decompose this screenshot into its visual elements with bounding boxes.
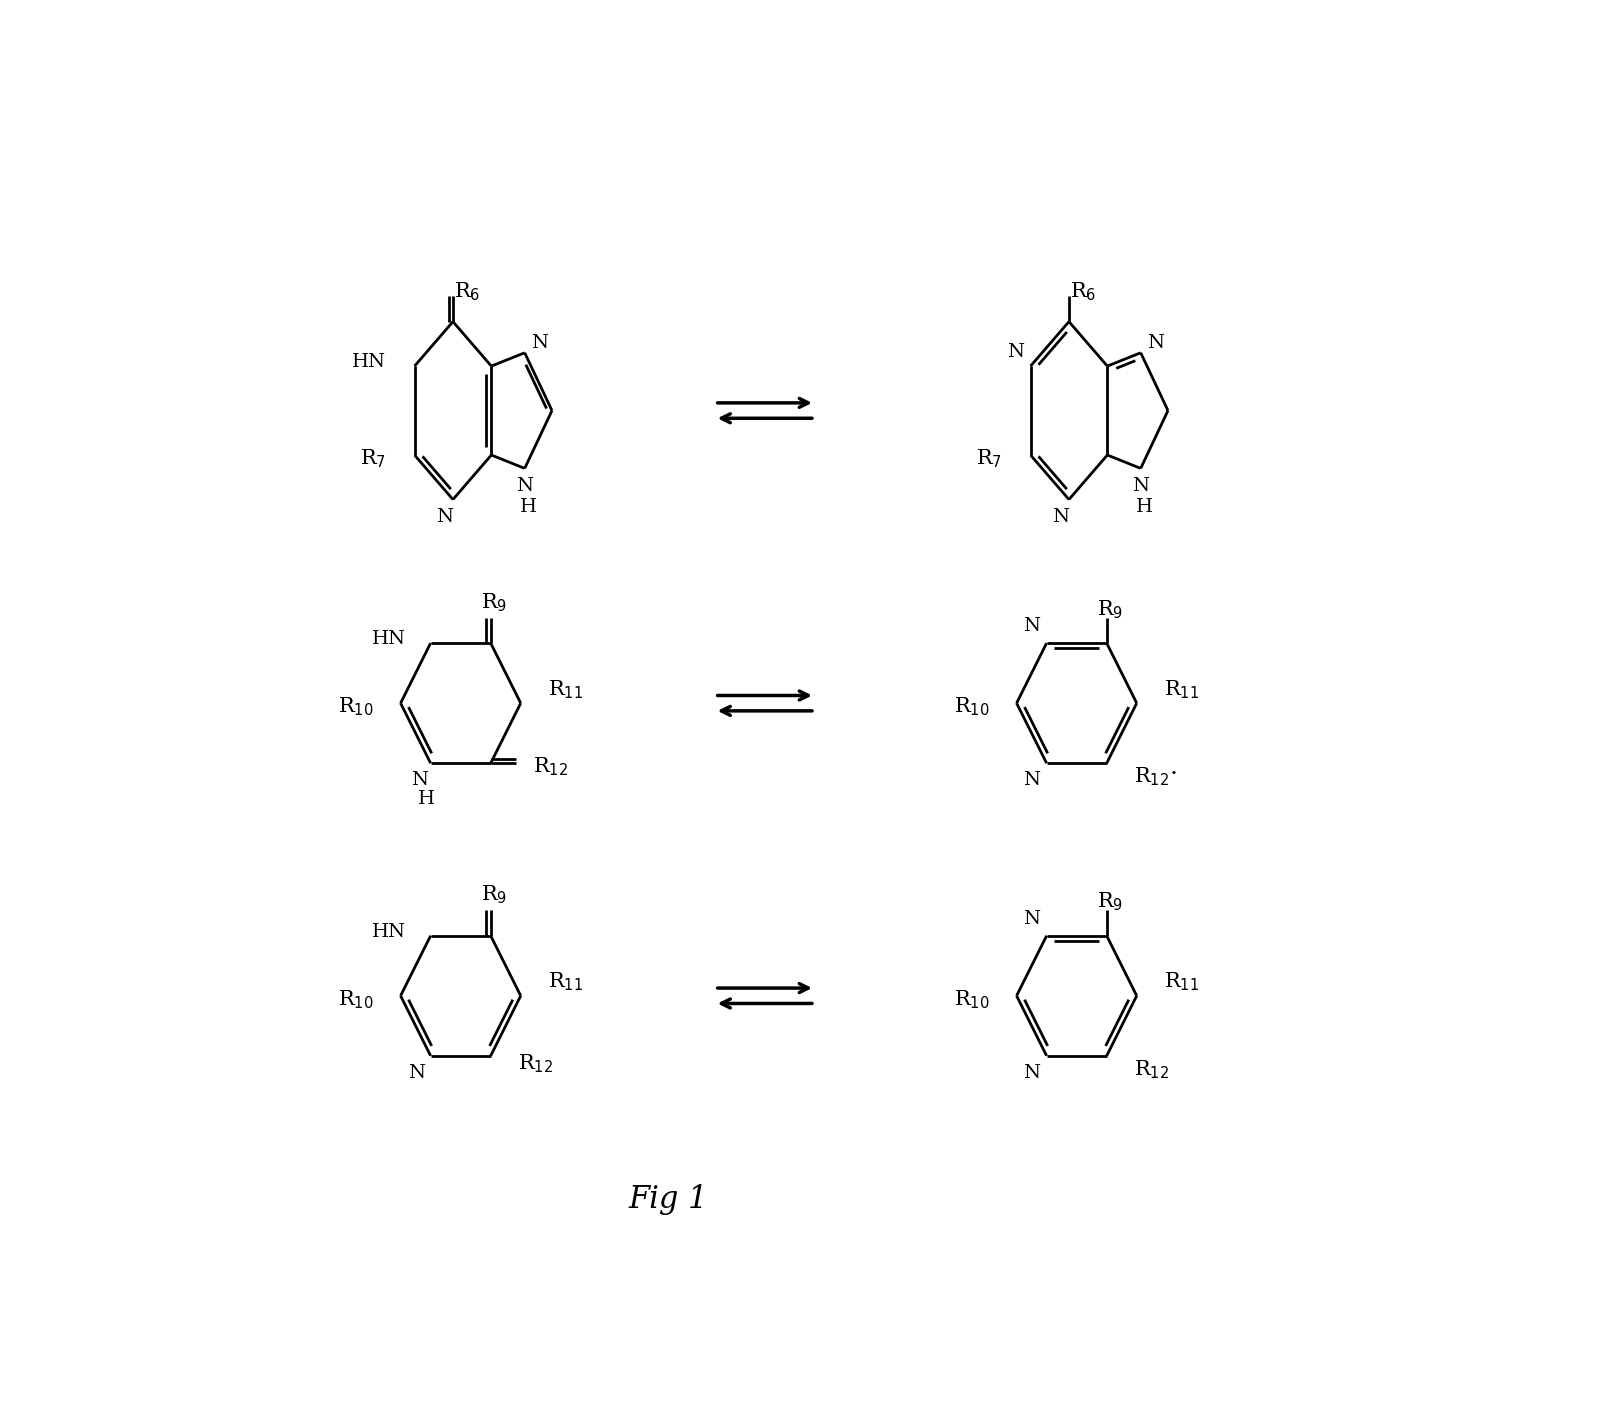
Text: ·: · <box>1170 763 1178 786</box>
Text: Fig 1: Fig 1 <box>629 1184 708 1215</box>
Text: N: N <box>408 1064 426 1082</box>
Text: N: N <box>1132 478 1149 495</box>
Text: R$_{10}$: R$_{10}$ <box>954 988 990 1010</box>
Text: H: H <box>418 790 436 808</box>
Text: R$_{11}$: R$_{11}$ <box>1163 971 1199 993</box>
Text: N: N <box>1053 509 1069 526</box>
Text: R$_{10}$: R$_{10}$ <box>339 988 374 1010</box>
Text: R$_{10}$: R$_{10}$ <box>954 695 990 718</box>
Text: R$_{12}$: R$_{12}$ <box>1134 766 1168 788</box>
Text: N: N <box>531 333 548 352</box>
Text: H: H <box>520 499 538 516</box>
Text: R$_7$: R$_7$ <box>360 448 386 471</box>
Text: R$_{11}$: R$_{11}$ <box>548 678 583 701</box>
Text: R$_9$: R$_9$ <box>1097 890 1124 913</box>
Text: N: N <box>1147 333 1163 352</box>
Text: N: N <box>436 509 454 526</box>
Text: R$_6$: R$_6$ <box>454 280 481 302</box>
Text: R$_6$: R$_6$ <box>1071 280 1097 302</box>
Text: H: H <box>1136 499 1153 516</box>
Text: N: N <box>1022 1064 1040 1082</box>
Text: N: N <box>1022 910 1040 928</box>
Text: R$_7$: R$_7$ <box>977 448 1003 471</box>
Text: R$_{12}$: R$_{12}$ <box>533 756 569 779</box>
Text: R$_9$: R$_9$ <box>481 591 507 613</box>
Text: N: N <box>1008 342 1024 360</box>
Text: R$_{12}$: R$_{12}$ <box>518 1053 552 1075</box>
Text: R$_9$: R$_9$ <box>481 883 507 906</box>
Text: R$_{11}$: R$_{11}$ <box>548 971 583 993</box>
Text: N: N <box>410 771 428 790</box>
Text: N: N <box>1022 771 1040 790</box>
Text: R$_9$: R$_9$ <box>1097 598 1124 620</box>
Text: R$_{12}$: R$_{12}$ <box>1134 1058 1168 1081</box>
Text: HN: HN <box>352 353 386 372</box>
Text: N: N <box>517 478 533 495</box>
Text: HN: HN <box>373 630 407 649</box>
Text: HN: HN <box>373 923 407 941</box>
Text: R$_{11}$: R$_{11}$ <box>1163 678 1199 701</box>
Text: R$_{10}$: R$_{10}$ <box>339 695 374 718</box>
Text: N: N <box>1022 617 1040 636</box>
